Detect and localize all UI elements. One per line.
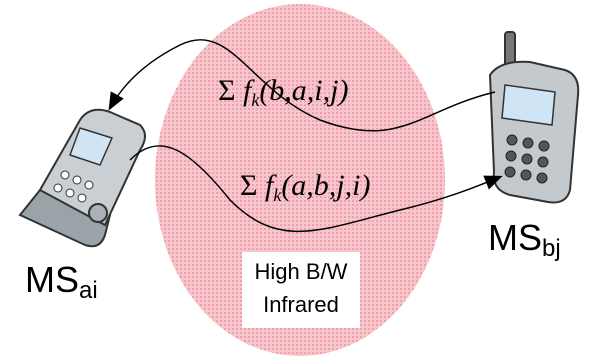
node-label: MSai: [25, 259, 98, 304]
region-label: High B/W: [255, 259, 348, 284]
sigma: Σ: [218, 74, 235, 107]
label: MS: [25, 259, 79, 300]
region-label: Infrared: [263, 292, 339, 317]
diagram: Σ fk(b,a,i,j) Σ fk(a,b,j,i) MSai MSbj Hi…: [0, 0, 591, 360]
args: (a,b,j,i): [281, 169, 370, 202]
sigma: Σ: [240, 169, 257, 202]
node-label: MSbj: [488, 217, 561, 262]
subscript: bj: [542, 235, 561, 262]
phone-right: [490, 32, 578, 203]
label: MS: [488, 217, 542, 258]
flow-label: Σ fk(b,a,i,j): [218, 74, 348, 110]
flow-label: Σ fk(a,b,j,i): [240, 169, 370, 205]
subscript: ai: [79, 277, 98, 304]
args: (b,a,i,j): [259, 74, 348, 107]
phone-left: [20, 110, 145, 246]
